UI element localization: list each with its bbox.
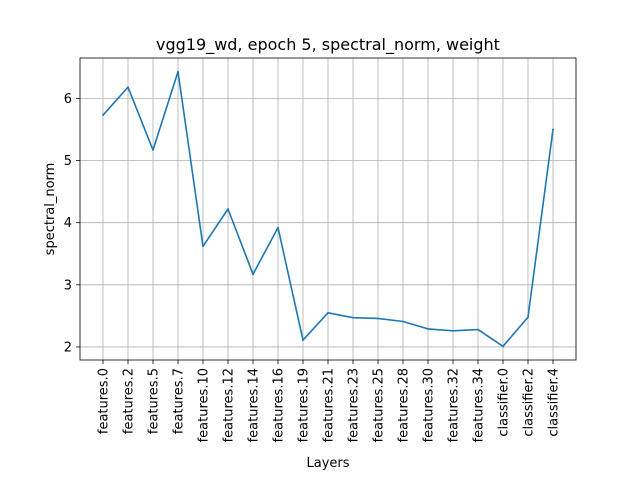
data-point — [102, 114, 104, 117]
x-tick-label: classifier.4 — [547, 368, 562, 437]
y-tick-label: 5 — [64, 154, 72, 169]
data-point — [252, 273, 254, 276]
x-tick-label: features.7 — [172, 368, 187, 434]
data-point — [477, 328, 479, 331]
data-point — [202, 245, 204, 248]
data-point — [452, 329, 454, 332]
grid — [80, 58, 576, 360]
chart-title: vgg19_wd, epoch 5, spectral_norm, weight — [156, 35, 500, 55]
data-point — [227, 208, 229, 210]
y-tick-label: 6 — [64, 92, 72, 107]
x-tick-label: features.12 — [222, 368, 237, 442]
data-point — [352, 316, 354, 319]
x-tick-label: features.28 — [397, 368, 412, 442]
data-point — [277, 226, 279, 229]
data-point — [402, 320, 404, 323]
y-tick-label: 3 — [64, 278, 72, 293]
data-point — [502, 345, 504, 348]
data-point — [527, 316, 529, 319]
x-tick-label: features.25 — [372, 368, 387, 442]
x-tick-label: features.14 — [247, 368, 262, 442]
x-tick-label: features.16 — [272, 368, 287, 442]
x-tick-label: features.21 — [322, 368, 337, 442]
x-tick-label: features.32 — [447, 368, 462, 442]
x-tick-label: features.10 — [197, 368, 212, 442]
y-axis-label: spectral_norm — [43, 163, 58, 256]
series-layer — [102, 70, 554, 348]
data-point — [302, 339, 304, 342]
data-point — [427, 328, 429, 330]
x-tick-label: features.19 — [297, 368, 312, 442]
x-tick-label: features.30 — [422, 368, 437, 442]
x-tick-label: classifier.0 — [497, 368, 512, 437]
x-tick-label: classifier.2 — [522, 368, 537, 437]
data-point — [177, 70, 179, 73]
y-axis-ticks: 2 3 4 5 6 — [64, 92, 80, 355]
x-tick-label: features.34 — [472, 368, 487, 442]
data-point — [552, 128, 554, 131]
data-point — [152, 149, 154, 151]
y-tick-label: 2 — [64, 340, 72, 355]
y-tick-label: 4 — [64, 216, 72, 231]
x-tick-label: features.5 — [147, 368, 162, 434]
x-tick-label: features.2 — [122, 368, 137, 434]
x-tick-label: features.23 — [347, 368, 362, 442]
data-point — [327, 311, 329, 314]
x-tick-label: features.0 — [97, 368, 112, 434]
x-axis-ticks: features.0 features.2 features.5 features.7… — [97, 360, 562, 442]
data-point — [377, 317, 379, 320]
data-point — [127, 86, 129, 89]
x-axis-label: Layers — [306, 456, 349, 471]
